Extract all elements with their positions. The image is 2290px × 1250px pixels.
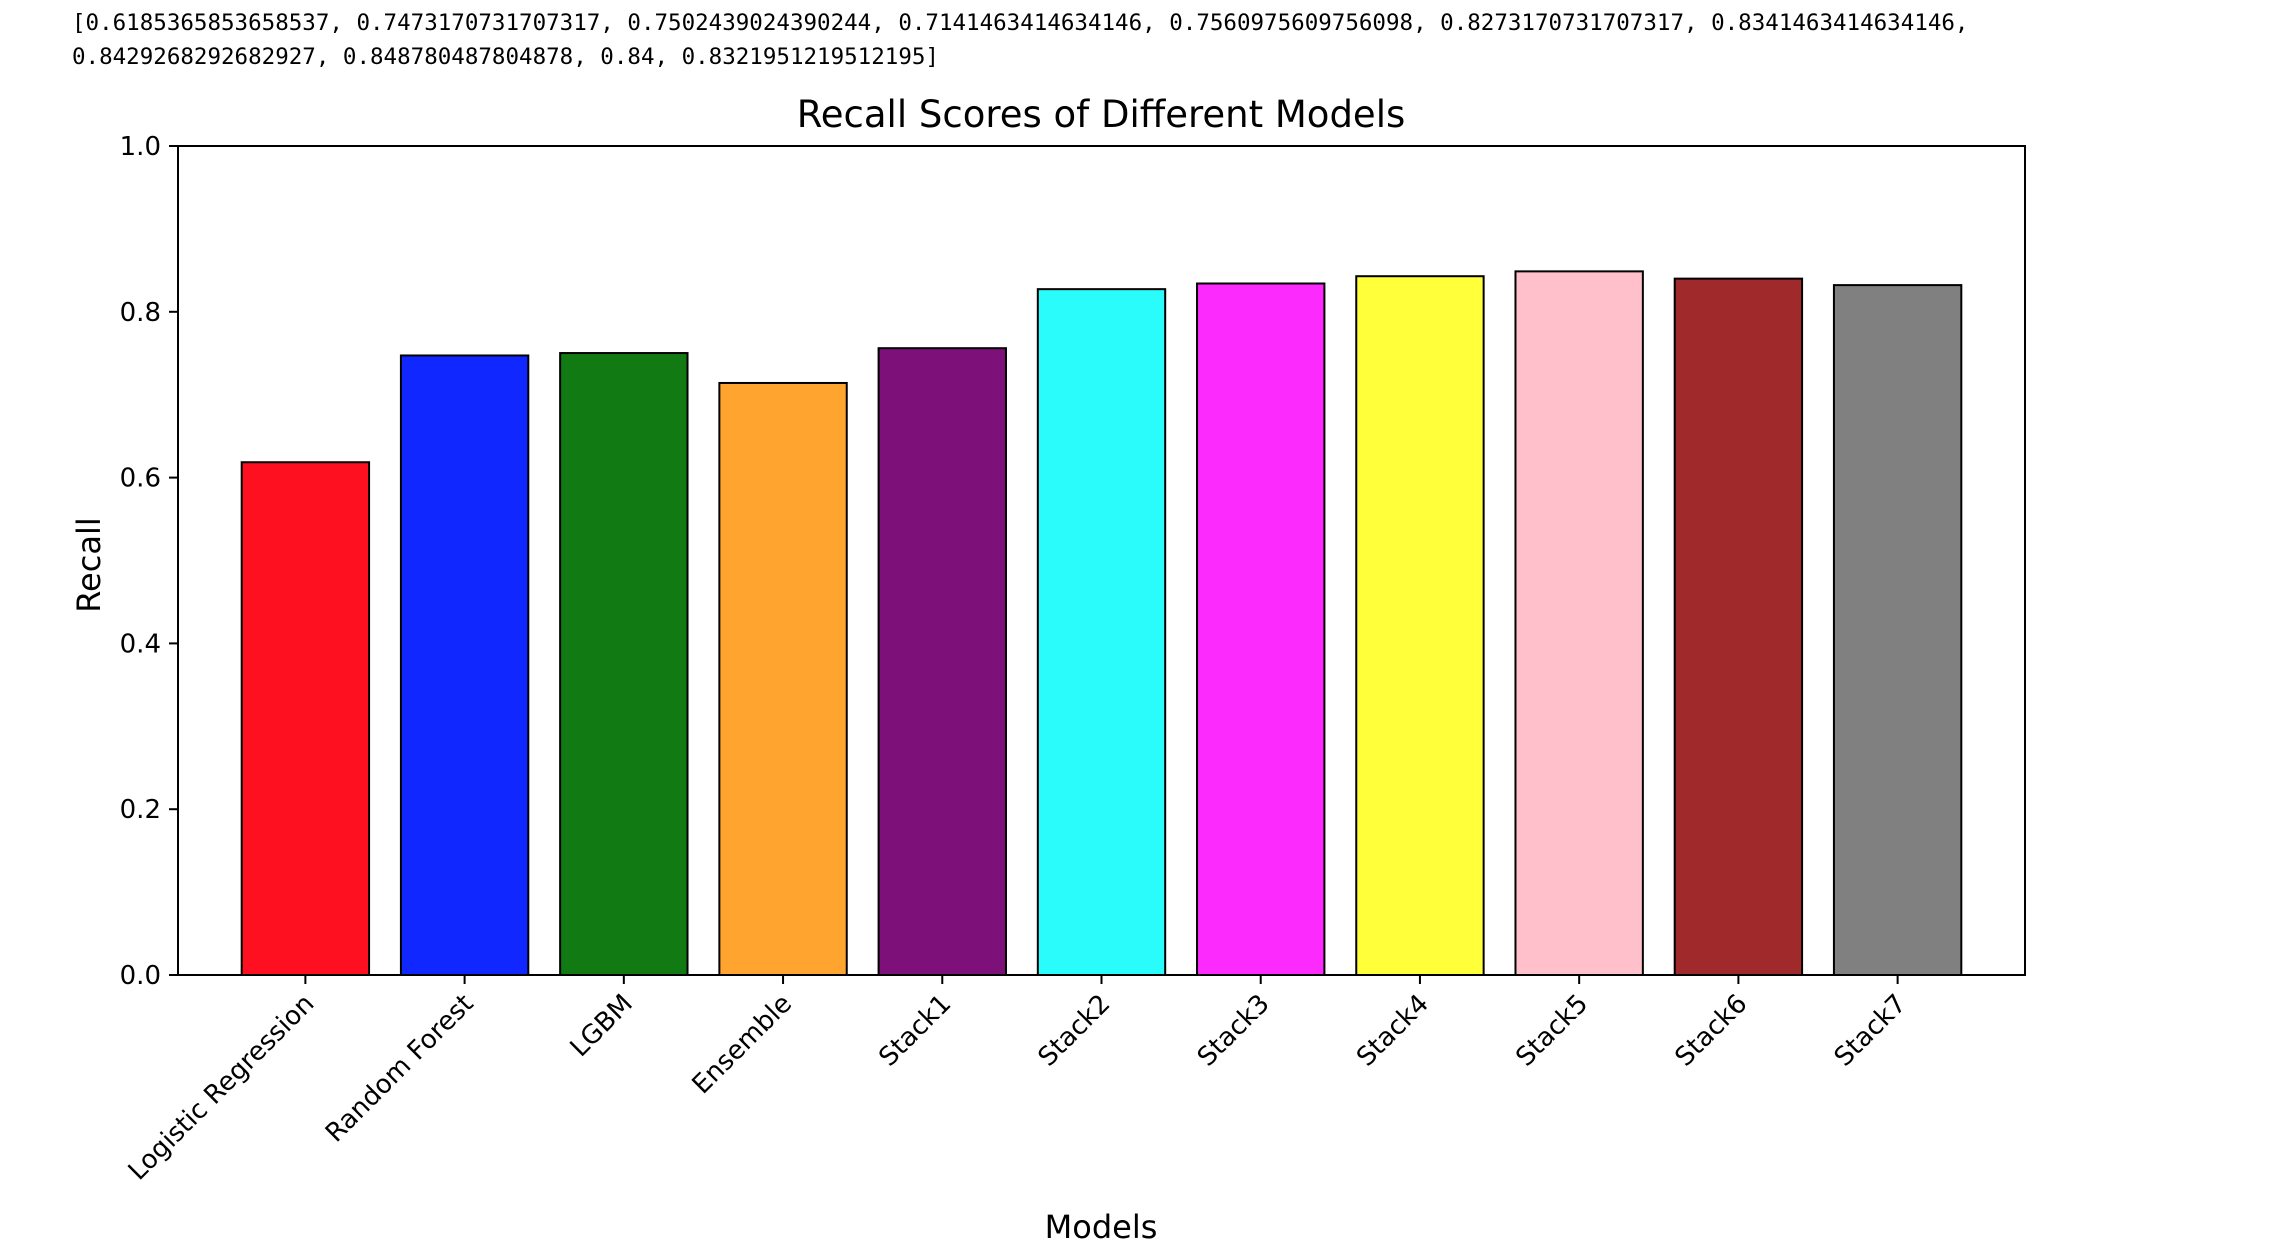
- y-axis-label: Recall: [70, 517, 108, 612]
- printed-recall-line-1: [0.6185365853658537, 0.7473170731707317,…: [72, 10, 1969, 36]
- printed-recall-line-2: 0.8429268292682927, 0.848780487804878, 0…: [72, 44, 939, 70]
- bar-group: [240, 270, 1963, 977]
- bar: [1673, 277, 1804, 976]
- x-tick-label: Random Forest: [320, 989, 480, 1149]
- bar: [240, 461, 371, 977]
- bar: [1196, 282, 1326, 976]
- x-tick-label: Stack6: [1670, 989, 1754, 1073]
- bar: [1036, 288, 1167, 976]
- bar: [877, 347, 1007, 976]
- bar: [559, 352, 689, 976]
- bar: [1514, 270, 1644, 976]
- x-tick-label: Stack1: [873, 989, 957, 1073]
- chart-title: Recall Scores of Different Models: [797, 93, 1406, 136]
- y-tick-label: 1.0: [120, 132, 161, 162]
- x-tick-label: Stack2: [1033, 989, 1117, 1073]
- bar: [718, 381, 848, 977]
- x-tick-label: Ensemble: [687, 989, 798, 1100]
- x-axis: Logistic Regression Random Forest LGBM Ense…: [123, 975, 1913, 1186]
- y-tick-label: 0.2: [120, 795, 161, 825]
- x-tick-label: Stack4: [1351, 989, 1435, 1073]
- y-tick-label: 0.4: [120, 629, 161, 659]
- bar: [1832, 284, 1963, 976]
- x-tick-label: Logistic Regression: [123, 989, 321, 1187]
- x-axis-label: Models: [1045, 1208, 1158, 1246]
- x-tick-label: LGBM: [565, 989, 639, 1063]
- y-tick-label: 0.6: [120, 464, 161, 494]
- y-axis: 0.0 0.2 0.4 0.6 0.8 1.0: [120, 132, 178, 991]
- printed-recall-list: [0.6185365853658537, 0.7473170731707317,…: [72, 6, 2282, 74]
- y-tick-label: 0.8: [120, 298, 161, 328]
- x-tick-label: Stack3: [1192, 989, 1276, 1073]
- bar: [399, 354, 530, 977]
- x-tick-label: Stack5: [1510, 989, 1594, 1073]
- x-tick-label: Stack7: [1829, 989, 1913, 1073]
- y-tick-label: 0.0: [120, 961, 161, 991]
- bar: [1355, 275, 1485, 976]
